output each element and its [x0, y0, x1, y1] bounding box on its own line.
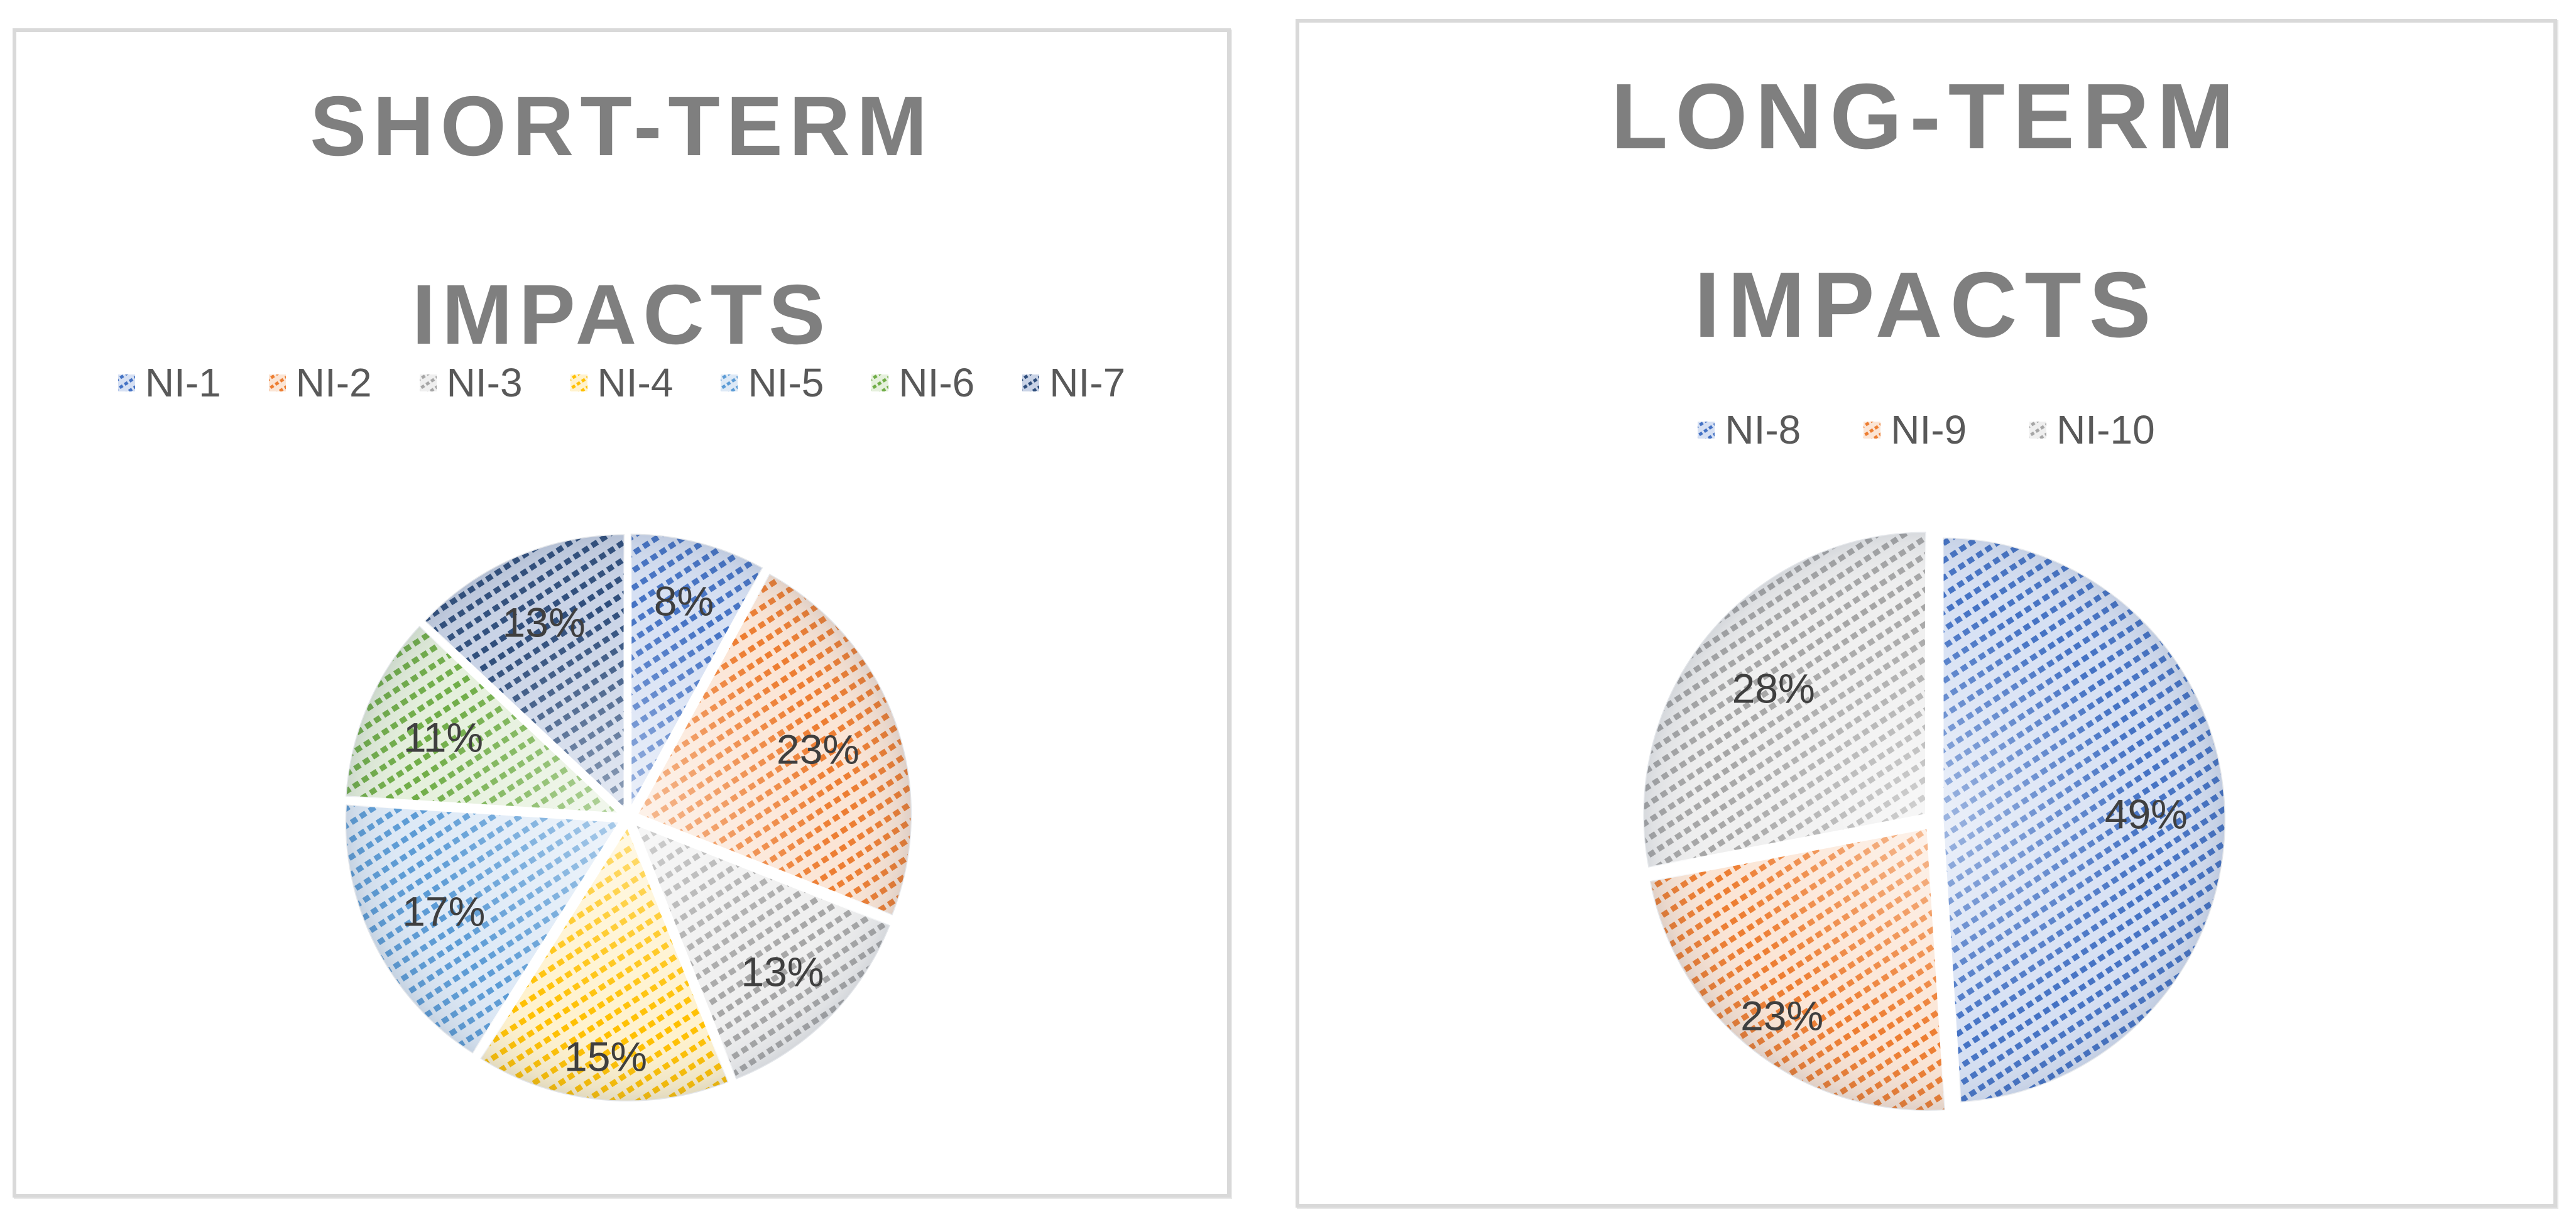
chart-title-line2: IMPACTS	[412, 267, 832, 362]
legend-label: NI-9	[1891, 407, 1967, 452]
pie-slice-label-ni-4: 15%	[564, 1033, 647, 1079]
legend-swatch-icon	[117, 374, 135, 391]
legend-label: NI-4	[597, 360, 674, 405]
pie-chart-long-term: 49% 23% 28%	[1642, 530, 2227, 1112]
chart-title-long-term: LONG-TERM IMPACTS	[1299, 23, 2553, 400]
legend-label: NI-1	[145, 360, 221, 405]
legend-swatch-icon	[1864, 421, 1881, 439]
legend-item-ni-2[interactable]: NI-2	[268, 360, 372, 405]
legend-item-ni-1[interactable]: NI-1	[117, 360, 221, 405]
pie-slice-label-ni-2: 23%	[777, 726, 860, 772]
legend-item-ni-8[interactable]: NI-8	[1698, 410, 1801, 450]
pie-slice-label-ni-9: 23%	[1740, 993, 1823, 1039]
chart-title-line2: IMPACTS	[1694, 253, 2159, 357]
legend-item-ni-3[interactable]: NI-3	[419, 360, 523, 405]
legend-label: NI-7	[1049, 360, 1126, 405]
legend-item-ni-6[interactable]: NI-6	[871, 363, 974, 403]
long-term-chart-panel: LONG-TERM IMPACTS NI-8 NI-9 NI-10 49% 23% 28…	[1296, 19, 2557, 1208]
pie-chart-short-term: 8% 23% 13% 15% 17% 11% 13%	[344, 532, 913, 1103]
pie-slice-label-ni-10: 28%	[1732, 665, 1815, 712]
legend-item-ni-10[interactable]: NI-10	[2029, 410, 2155, 450]
legend-swatch-icon	[721, 374, 738, 391]
legend-item-ni-7[interactable]: NI-7	[1022, 363, 1125, 403]
pie-slice-label-ni-6: 11%	[403, 714, 483, 761]
legend-item-ni-5[interactable]: NI-5	[721, 363, 824, 403]
legend-label: NI-6	[898, 360, 975, 405]
pie-slice-label-ni-3: 13%	[741, 948, 824, 995]
legend-swatch-icon	[268, 374, 286, 391]
legend-label: NI-10	[2056, 407, 2155, 452]
legend-item-ni-4[interactable]: NI-4	[570, 360, 674, 405]
pie-slice-label-ni-5: 17%	[402, 888, 485, 935]
legend-swatch-icon	[1698, 421, 1715, 439]
chart-title-short-term: SHORT-TERM IMPACTS	[16, 32, 1227, 409]
legend-swatch-icon	[570, 374, 587, 391]
legend-label: NI-8	[1725, 407, 1801, 452]
pie-slice-ni-9[interactable]	[1649, 827, 1946, 1112]
chart-title-line1: LONG-TERM	[1610, 65, 2242, 168]
legend-item-ni-9[interactable]: NI-9	[1864, 410, 1967, 450]
pie-slice-label-ni-7: 13%	[503, 599, 586, 645]
chart-legend: NI-8 NI-9 NI-10	[1299, 405, 2553, 455]
pie-slice-label-ni-8: 49%	[2105, 790, 2188, 837]
legend-swatch-icon	[419, 374, 437, 391]
legend-label: NI-2	[295, 360, 372, 405]
legend-swatch-icon	[2029, 421, 2047, 439]
legend-swatch-icon	[1022, 374, 1040, 391]
legend-label: NI-5	[748, 360, 824, 405]
chart-title-line1: SHORT-TERM	[310, 79, 934, 173]
chart-legend: NI-1 NI-2 NI-3 NI-4 NI-5 NI-6 NI-7	[16, 358, 1227, 408]
legend-label: NI-3	[446, 360, 523, 405]
pie-slice-label-ni-1: 8%	[654, 577, 714, 624]
legend-swatch-icon	[871, 374, 889, 391]
short-term-chart-panel: SHORT-TERM IMPACTS NI-1 NI-2 NI-3 NI-4 NI-5 N…	[13, 28, 1231, 1198]
